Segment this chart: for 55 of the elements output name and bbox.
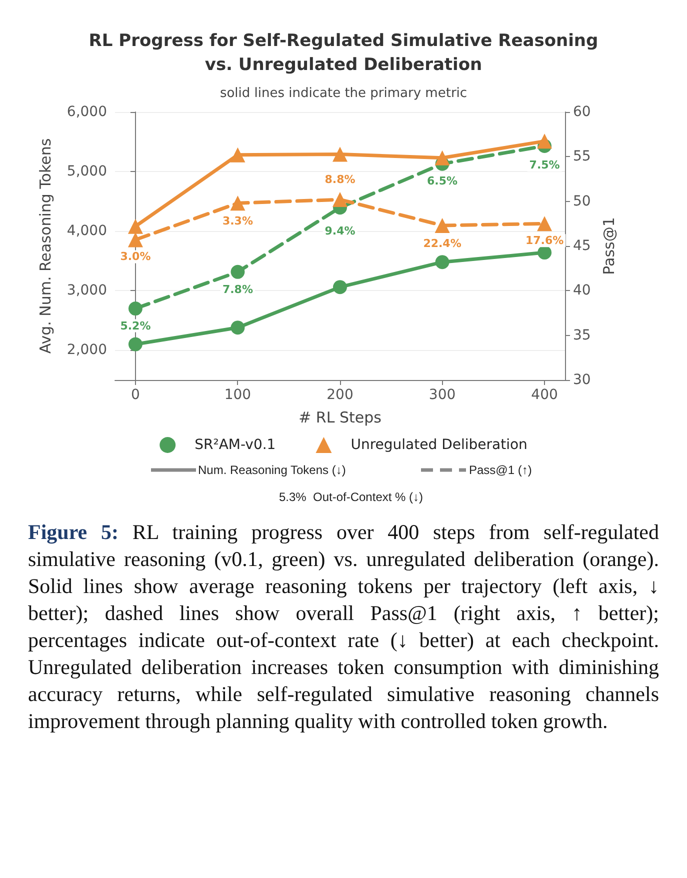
point [434,150,450,166]
point [332,146,348,162]
annotation: 9.4% [324,224,356,238]
y2-tick-label: 60 [573,104,591,120]
y-axis-title: Avg. Num. Reasoning Tokens [36,138,54,354]
annotation: 3.0% [120,250,151,264]
x-tick-label: 200 [326,387,354,403]
point [230,196,246,211]
annotation: 7.8% [222,282,253,296]
annotation: 6.5% [427,174,458,188]
chart-title: RL Progress for Self-Regulated Simulative Reasoning vs. Unregulated Deliberation [88,31,598,75]
point [333,280,347,294]
chart-subtitle: solid lines indicate the primary metric [220,86,468,101]
text: Num. Reasoning Tokens (↓) [198,463,346,477]
point [332,192,348,208]
x-axis-title: # RL Steps [298,408,382,426]
y2-tick-label: 35 [573,327,591,344]
point [538,246,552,260]
annotation: 7.5% [529,158,560,172]
point [128,232,143,248]
point [128,302,142,316]
y2-tick-label: 40 [573,282,591,299]
y-tick-label: 2,000 [66,342,107,358]
x-tick-label: 100 [224,387,252,403]
point [128,337,142,352]
y2-tick-label: 55 [573,148,591,165]
y2-tick-label: 30 [573,372,591,388]
y2-tick-label: 45 [573,238,591,254]
x-tick-label: 400 [531,387,558,403]
legend-label: Unregulated Deliberation [350,437,528,453]
annotation: 3.3% [222,214,253,228]
text: Figure 5: RL training progress over 400 steps from self-regulated simulative reasoning (v0.1, green) vs. unregulated deliberation (orange). Solid lines show average reasoning tokens per trajectory (left axis, ↓ better); dashed lines show overall Pass@1 (right axis, ↑ better); percentages indicate out-of-context rate (↓ better) at each checkpoint. Unregulated deliberation increases token consumption with diminishing accuracy returns, while self-regulated simulative reasoning channels improvement through planning quality with controlled token growth. [28,520,659,733]
y-tick-label: 3,000 [66,282,107,299]
point [435,255,450,270]
annotation: 22.4% [423,237,462,250]
annotation: 5.2% [120,319,151,332]
x-tick-label: 0 [130,387,140,403]
y2-tick-label: 50 [573,193,591,210]
point [434,218,450,233]
y2-axis-title: Pass@1 [600,217,618,275]
y-tick-label: 6,000 [66,104,107,120]
text: Pass@1 (↑) [469,463,532,477]
point [230,147,246,162]
point [537,216,552,232]
annotation: 17.6% [525,234,564,248]
annotation: 8.8% [324,172,356,186]
text: 5.3% Out-of-Context % (↓) [278,490,424,504]
point [128,218,143,234]
point [230,264,245,279]
y-tick-label: 4,000 [66,223,107,240]
y-tick-label: 5,000 [66,164,107,180]
point [230,320,245,335]
x-tick-label: 300 [428,387,456,403]
point [537,134,552,149]
legend-label: SR²AM-v0.1 [194,437,276,453]
